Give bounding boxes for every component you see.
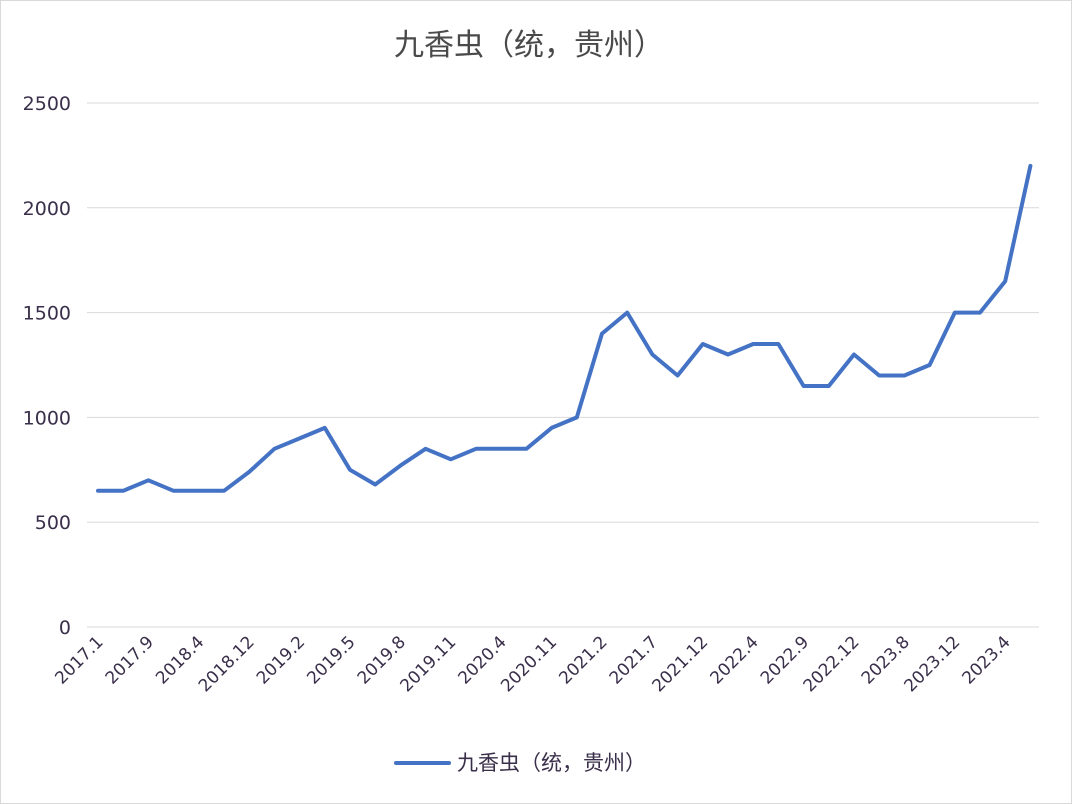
x-tick-label: 2022.12: [800, 632, 864, 696]
y-tick-label: 1000: [23, 407, 71, 429]
series-lines: [96, 163, 1033, 493]
x-tick-label: 2019.5: [303, 632, 359, 688]
y-tick-label: 2500: [23, 93, 71, 115]
gridlines: [87, 102, 1039, 628]
x-tick-label: 2023.12: [900, 632, 964, 696]
y-axis-ticks: 0 500 1000 1500 2000 2500: [23, 93, 71, 639]
legend-label: 九香虫（统，贵州）: [457, 751, 646, 775]
x-tick-label: 2019.2: [253, 632, 309, 688]
x-tick-label: 2021.2: [555, 632, 611, 688]
y-tick-label: 1500: [23, 303, 71, 325]
x-tick-label: 2017.9: [102, 632, 158, 688]
x-tick-label: 2023.4: [959, 632, 1015, 688]
y-tick-label: 500: [35, 512, 71, 534]
y-tick-label: 0: [59, 617, 71, 639]
x-tick-label: 2021.12: [648, 632, 712, 696]
chart-title: 九香虫（统，贵州）: [394, 28, 664, 63]
x-tick-label: 2019.11: [396, 632, 460, 696]
legend: 九香虫（统，贵州）: [394, 751, 646, 775]
x-tick-label: 2018.12: [195, 632, 259, 696]
x-tick-label: 2020.11: [497, 632, 561, 696]
y-tick-label: 2000: [23, 198, 71, 220]
x-axis-ticks: 2017.12017.92018.42018.122019.22019.5201…: [51, 632, 1014, 696]
series-line: [96, 163, 1033, 493]
x-tick-label: 2017.1: [51, 632, 107, 688]
x-tick-label: 2022.4: [707, 632, 763, 688]
